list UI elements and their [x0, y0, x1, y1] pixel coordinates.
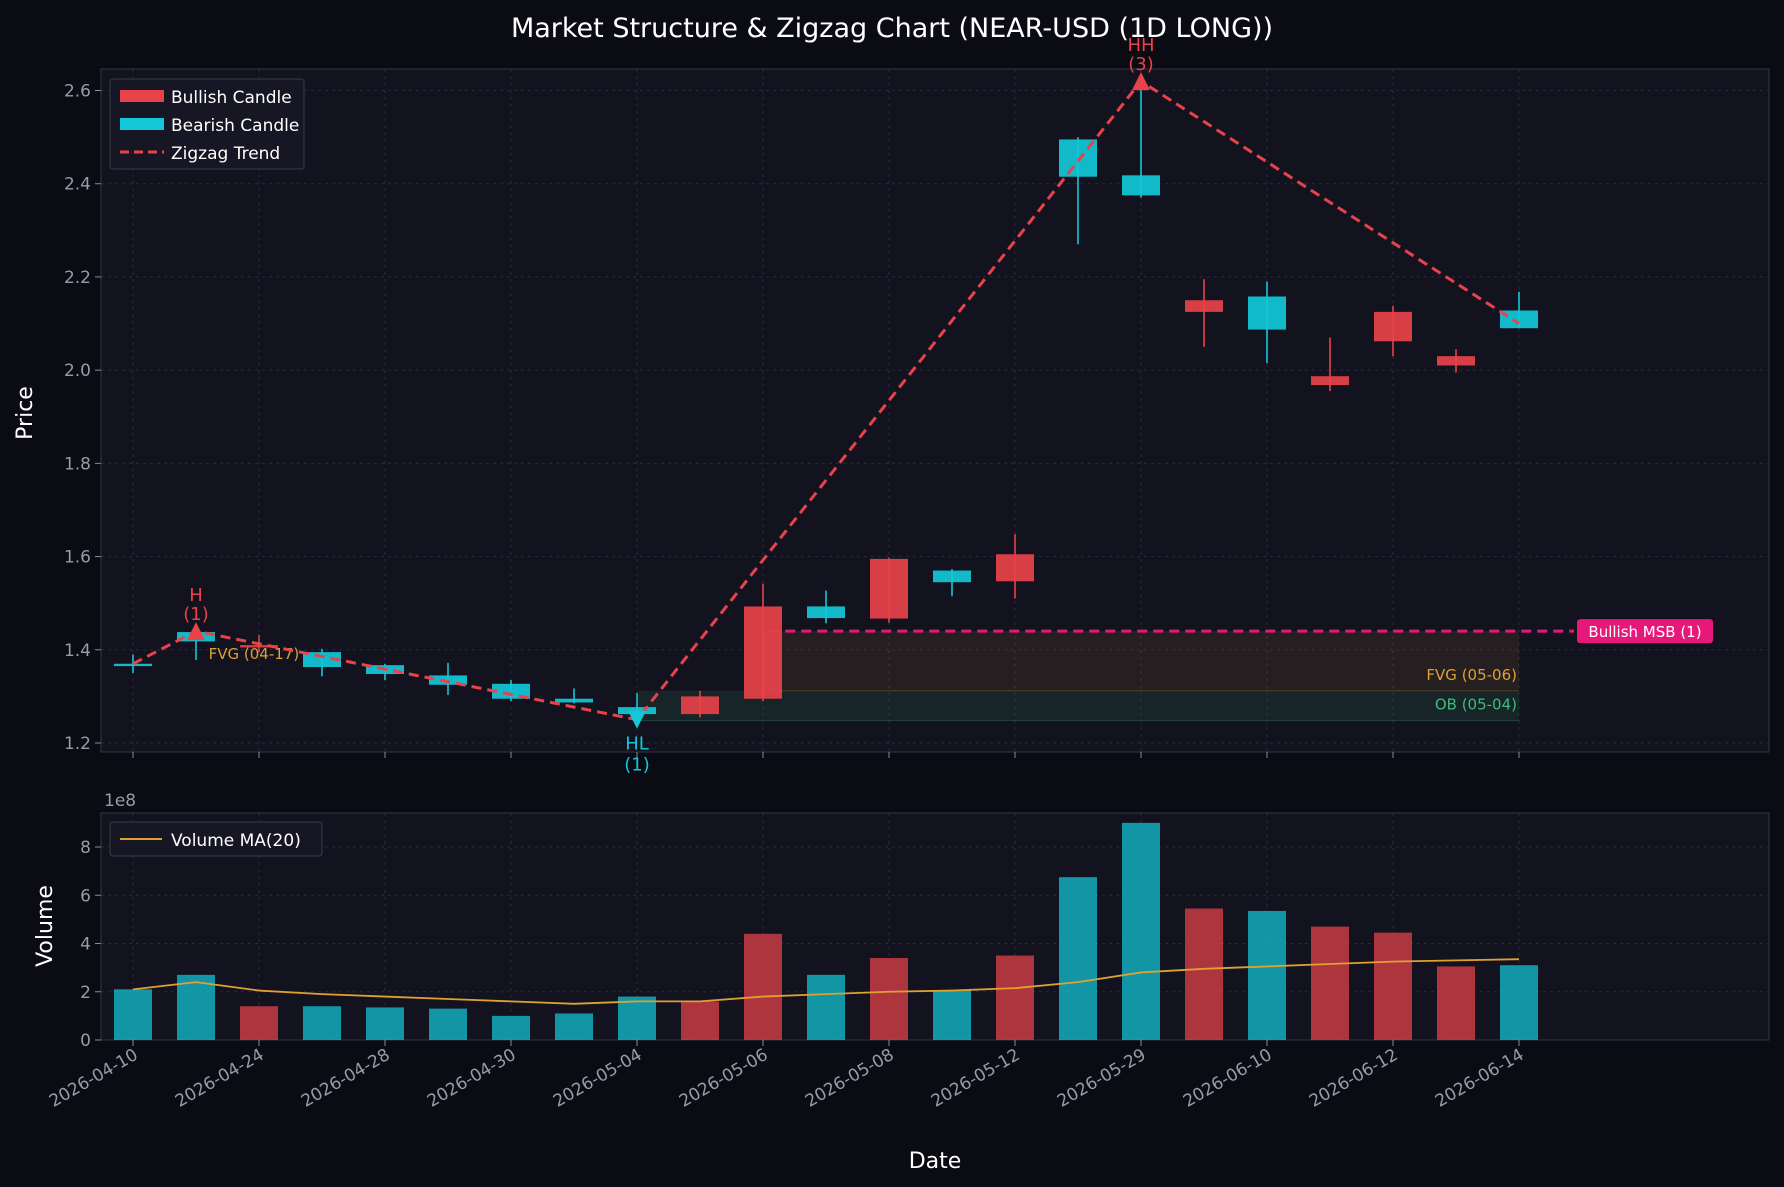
pivot-label: HL: [625, 734, 649, 755]
msb-badge: [1577, 619, 1713, 644]
price-y-tick-label: 2.4: [64, 175, 91, 195]
pivot-label: HH: [1127, 35, 1154, 56]
volume-y-tick-label: 2: [80, 983, 91, 1003]
volume-bar-bearish: [177, 974, 215, 1040]
volume-bar-bearish: [807, 974, 845, 1040]
msb-label: Bullish MSB (1): [1588, 623, 1701, 641]
candle-body-bearish: [618, 707, 656, 715]
candle-body-bearish: [114, 663, 152, 667]
volume-bar-bearish: [429, 1008, 467, 1040]
volume-bar-bullish: [1185, 908, 1223, 1040]
legend-label-bearish: Bearish Candle: [171, 116, 299, 136]
zone-label: OB (05-04): [1435, 696, 1517, 714]
price-axis-title: Price: [13, 386, 38, 440]
price-y-tick-label: 1.6: [64, 548, 91, 568]
volume-y-tick-label: 6: [80, 886, 91, 906]
volume-bar-bullish: [870, 957, 908, 1040]
chart-title: Market Structure & Zigzag Chart (NEAR-US…: [511, 13, 1273, 44]
candle-body-bullish: [996, 554, 1034, 582]
volume-bar-bullish: [1437, 966, 1475, 1040]
legend-swatch-bullish: [120, 90, 164, 102]
volume-y-tick-label: 4: [80, 935, 91, 955]
volume-ma-line: [132, 958, 1520, 1005]
candle-body-bullish: [1437, 356, 1475, 366]
volume-bar-bullish: [996, 955, 1034, 1040]
candle-body-bearish: [933, 570, 971, 583]
volume-bar-bearish: [555, 1013, 593, 1040]
candle-body-bearish: [1248, 296, 1286, 330]
candle-body-bullish: [1185, 300, 1223, 312]
candle-body-bearish: [303, 652, 341, 668]
volume-bar-bullish: [240, 1006, 278, 1040]
volume-bar-bearish: [492, 1015, 530, 1040]
volume-bar-bearish: [366, 1007, 404, 1040]
zone-ob: [637, 690, 1519, 721]
candle-body-bullish: [1311, 376, 1349, 386]
legend-label-zigzag: Zigzag Trend: [171, 144, 280, 164]
pivot-count: (1): [183, 604, 209, 625]
candle-body-bearish: [555, 698, 593, 703]
x-axis-title: Date: [909, 1149, 962, 1174]
volume-bar-bullish: [1311, 926, 1349, 1040]
volume-bar-bearish: [933, 990, 971, 1040]
legend-label-volume-ma: Volume MA(20): [171, 831, 301, 851]
candle-body-bearish: [1500, 310, 1538, 329]
candle-body-bearish: [807, 606, 845, 619]
volume-legend: Volume MA(20): [109, 821, 323, 857]
volume-bar-bearish: [1059, 877, 1097, 1040]
volume-y-tick-label: 0: [80, 1031, 91, 1051]
pivot-count: (1): [624, 755, 650, 776]
volume-bar-bearish: [303, 1006, 341, 1040]
price-y-tick-label: 2.0: [64, 361, 91, 381]
pivot-count: (3): [1128, 54, 1154, 75]
price-y-ticks: 1.2 1.4 1.6 1.8 2.0 2.2 2.4 2.6: [64, 82, 101, 754]
candle-body-bullish: [870, 558, 908, 619]
volume-y-ticks: 0 2 4 6 8: [80, 838, 101, 1051]
structure-zones: FVG (04-17) FVG (05-06) OB (05-04) Bullish …: [209, 619, 1713, 722]
candle-body-bearish: [429, 675, 467, 685]
price-y-tick-label: 1.2: [64, 734, 91, 754]
volume-exponent-label: 1e8: [104, 791, 136, 811]
pivot-label: H: [189, 585, 203, 606]
pivot-down-marker: [628, 710, 646, 729]
candle-body-bullish: [1374, 311, 1412, 342]
candle-body-bullish: [744, 606, 782, 699]
price-y-tick-label: 2.2: [64, 268, 91, 288]
price-y-tick-label: 1.8: [64, 454, 91, 474]
volume-bar-bullish: [1374, 932, 1412, 1040]
zone-fvg: [763, 631, 1519, 691]
volume-ma-layer: [132, 958, 1520, 1005]
pivot-up-marker: [1132, 72, 1150, 91]
legend-label-bullish: Bullish Candle: [171, 88, 292, 108]
price-panel-background: [100, 68, 1770, 753]
volume-bar-bearish: [1500, 965, 1538, 1040]
pivot-markers: H(1)HL(1)HH(3): [183, 35, 1154, 776]
zone-label: FVG (05-06): [1426, 666, 1517, 684]
pivot-up-marker: [187, 622, 205, 641]
volume-bars: [114, 822, 1538, 1040]
candle-body-bullish: [240, 645, 278, 648]
candle-body-bullish: [681, 696, 719, 715]
volume-bar-bullish: [744, 933, 782, 1040]
volume-bar-bearish: [1248, 910, 1286, 1040]
volume-bar-bullish: [681, 1001, 719, 1040]
zone-label: FVG (04-17): [209, 645, 300, 663]
volume-bar-bearish: [618, 996, 656, 1040]
price-y-tick-label: 1.4: [64, 641, 91, 661]
price-y-tick-label: 2.6: [64, 82, 91, 102]
price-legend: Bullish Candle Bearish Candle Zigzag Tre…: [109, 78, 305, 170]
legend-swatch-bearish: [120, 118, 164, 130]
volume-y-tick-label: 8: [80, 838, 91, 858]
volume-bar-bearish: [114, 989, 152, 1040]
candle-body-bearish: [1122, 175, 1160, 196]
volume-axis-title: Volume: [33, 885, 58, 967]
volume-bar-bearish: [1122, 822, 1160, 1040]
